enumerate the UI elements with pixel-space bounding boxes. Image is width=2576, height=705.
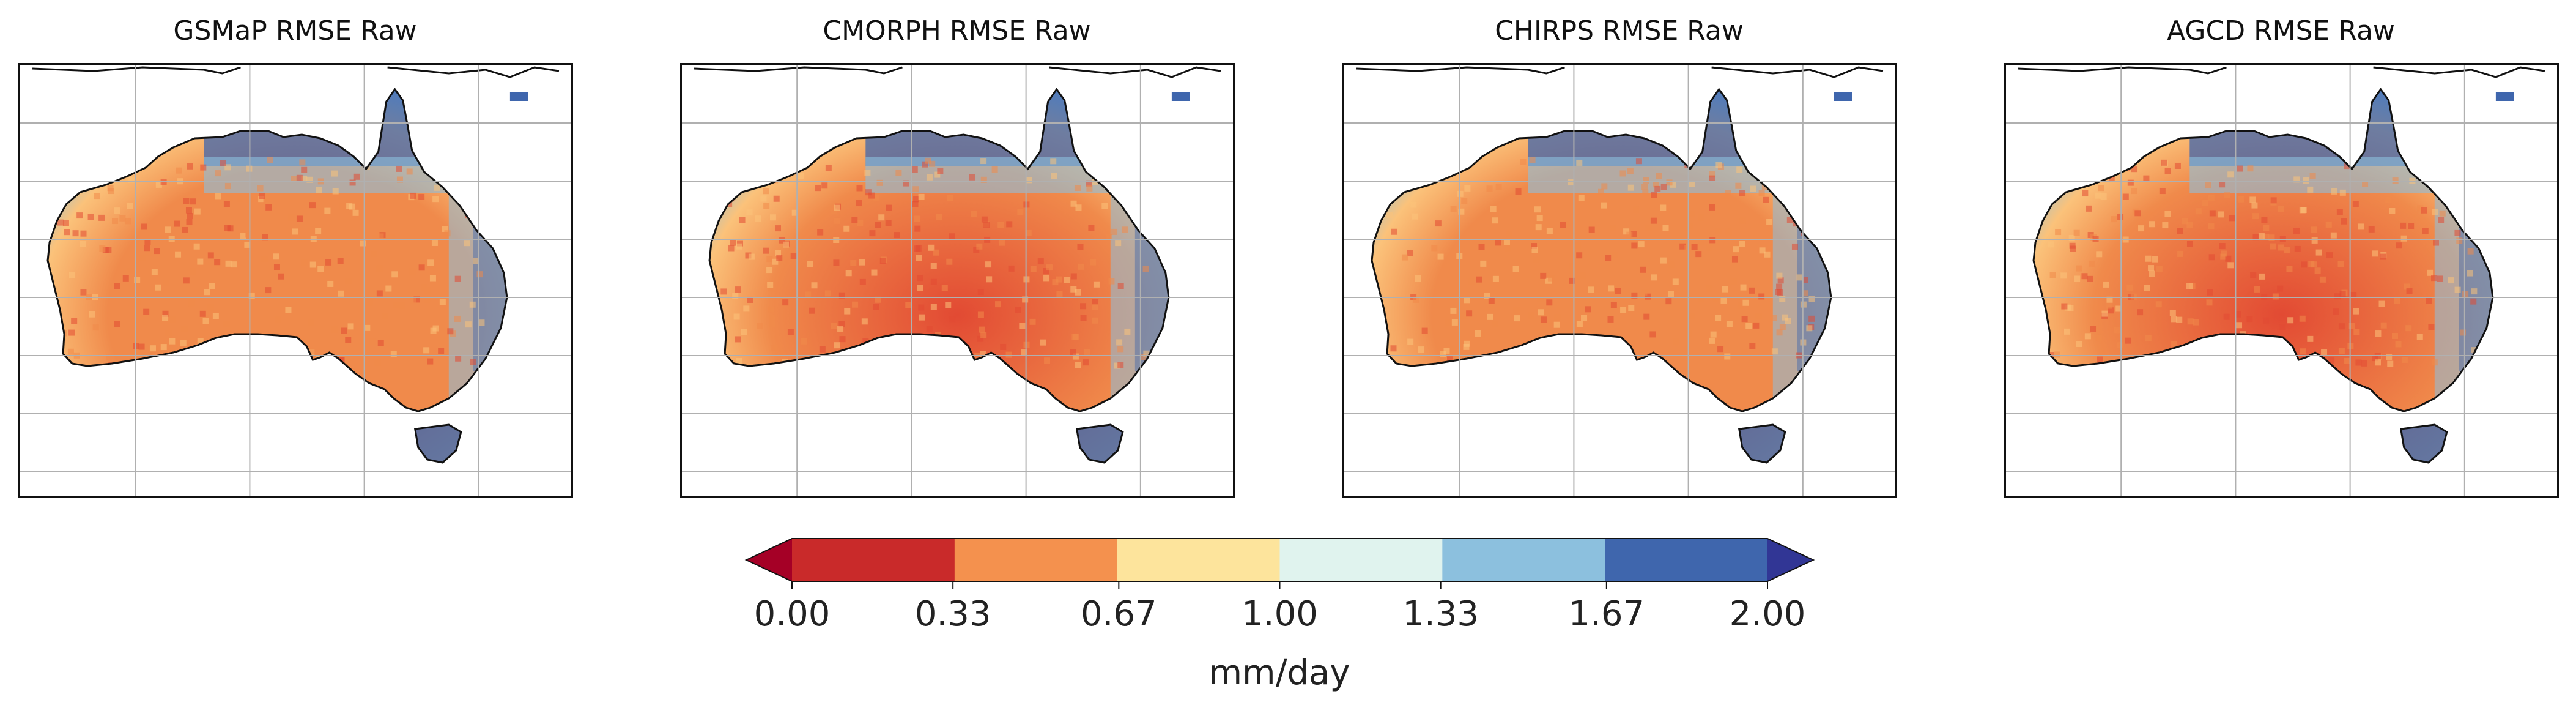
- colorbar-ticks: 0.00 0.33 0.67 1.00 1.33 1.67 2.00: [754, 581, 1806, 634]
- graticule: [682, 65, 1233, 496]
- northern-coastline: [694, 66, 1221, 78]
- map-panel-agcd: AGCD RMSE Raw: [2004, 0, 2559, 502]
- northern-coastline: [1356, 66, 1884, 78]
- panel-title-gsmap: GSMaP RMSE Raw: [173, 15, 417, 47]
- land-fill: [1372, 89, 1831, 463]
- land-fill: [48, 89, 507, 463]
- colorbar-bin: [1605, 539, 1768, 581]
- map-panel-gsmap: GSMaP RMSE Raw: [18, 0, 573, 502]
- coastline-tasmania: [1738, 423, 1786, 464]
- colorbar-tick-label: 0.33: [915, 594, 991, 634]
- coastline: [46, 88, 508, 412]
- colorbar-bin: [1279, 539, 1443, 581]
- coastline-tasmania: [2399, 423, 2448, 464]
- graticule: [1344, 65, 1895, 496]
- land-fill: [709, 89, 1169, 463]
- australia-map-cmorph: [682, 65, 1233, 496]
- colorbar-bin: [954, 539, 1118, 581]
- map-panel-chirps: CHIRPS RMSE Raw: [1342, 0, 1897, 502]
- australia-map-gsmap: [20, 65, 571, 496]
- graticule: [2006, 65, 2557, 496]
- map-agcd: [2004, 63, 2559, 498]
- colorbar-tick-label: 2.00: [1730, 594, 1806, 634]
- island: [1171, 92, 1190, 101]
- colorbar-tick-label: 1.33: [1402, 594, 1479, 634]
- island: [2495, 92, 2514, 101]
- colorbar-tick-label: 0.00: [754, 594, 831, 634]
- colorbar-bins: [744, 538, 1815, 582]
- australia-map-agcd: [2006, 65, 2557, 496]
- colorbar-bin: [1117, 539, 1280, 581]
- colorbar-tick-label: 1.00: [1242, 594, 1318, 634]
- coastline: [1371, 88, 1832, 412]
- colorbar-bin: [792, 539, 955, 581]
- panel-title-agcd: AGCD RMSE Raw: [2167, 15, 2395, 47]
- island: [509, 92, 528, 101]
- panel-title-cmorph: CMORPH RMSE Raw: [823, 15, 1091, 47]
- map-gsmap: [18, 63, 573, 498]
- colorbar-unit-label: mm/day: [1209, 653, 1350, 692]
- map-panel-cmorph: CMORPH RMSE Raw: [680, 0, 1235, 502]
- coastline: [2032, 88, 2494, 412]
- colorbar-tick-label: 0.67: [1081, 594, 1157, 634]
- colorbar-under-arrow: [746, 539, 792, 581]
- colorbar-tick-label: 1.67: [1568, 594, 1645, 634]
- colorbar-bin: [1442, 539, 1605, 581]
- map-cmorph: [680, 63, 1235, 498]
- land-fill: [2034, 89, 2493, 463]
- coastline-tasmania: [413, 423, 462, 464]
- northern-coastline: [2018, 66, 2545, 78]
- coastline-tasmania: [1075, 423, 1124, 464]
- coastline: [708, 88, 1170, 412]
- colorbar: 0.00 0.33 0.67 1.00 1.33 1.67 2.00 mm/day: [744, 538, 1815, 692]
- graticule: [20, 65, 571, 496]
- northern-coastline: [32, 66, 560, 78]
- map-chirps: [1342, 63, 1897, 498]
- colorbar-over-arrow: [1767, 539, 1813, 581]
- panel-title-chirps: CHIRPS RMSE Raw: [1495, 15, 1744, 47]
- australia-map-chirps: [1344, 65, 1895, 496]
- island: [1834, 92, 1852, 101]
